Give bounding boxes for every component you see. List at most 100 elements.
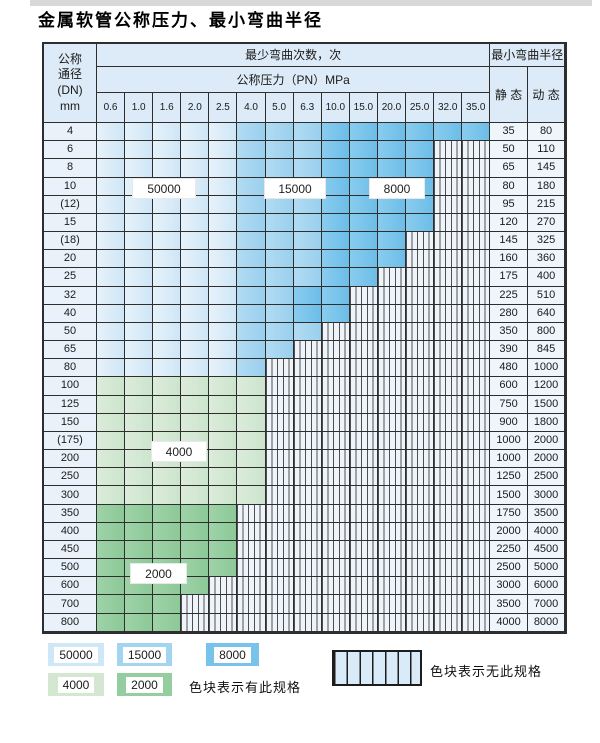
dynamic-value-cell: 325 — [527, 232, 566, 251]
no-spec-cell — [349, 486, 378, 505]
spec-cell — [321, 123, 350, 142]
dn-cell: 8 — [44, 159, 97, 178]
spec-cell — [434, 123, 463, 142]
no-spec-cell — [293, 413, 322, 432]
spec-cell — [125, 413, 154, 432]
no-spec-cell — [462, 413, 491, 432]
legend-chip-15000-label: 15000 — [122, 646, 167, 663]
spec-cell — [125, 250, 154, 269]
pressure-tick: 15.0 — [349, 93, 378, 123]
spec-cell — [153, 504, 182, 523]
spec-cell — [181, 504, 210, 523]
dynamic-value-cell: 640 — [527, 304, 566, 323]
no-spec-cell — [349, 559, 378, 578]
dynamic-value-cell: 2000 — [527, 450, 566, 469]
spec-cell — [97, 159, 126, 178]
dn-cell: 6 — [44, 141, 97, 160]
no-spec-cell — [406, 540, 435, 560]
spec-cell — [153, 159, 182, 178]
spec-cell — [209, 304, 238, 323]
static-value-cell: 2500 — [490, 559, 528, 578]
spec-cell — [125, 141, 154, 160]
spec-cell — [209, 195, 238, 214]
no-spec-cell — [434, 577, 463, 596]
spec-cell — [209, 232, 238, 251]
no-spec-cell — [406, 595, 435, 614]
spec-cell — [153, 468, 182, 487]
spec-cell — [97, 141, 126, 160]
no-spec-cell — [377, 522, 407, 541]
spec-cell — [97, 213, 126, 233]
pressure-tick: 20.0 — [377, 93, 407, 123]
no-spec-cell — [293, 468, 322, 487]
dynamic-column-header: 动 态 — [527, 67, 566, 123]
dn-cell: 125 — [44, 395, 97, 414]
spec-cell — [237, 213, 266, 233]
no-spec-cell — [462, 450, 491, 469]
no-spec-cell — [406, 504, 435, 523]
dynamic-value-cell: 1800 — [527, 413, 566, 432]
spec-cell — [153, 595, 182, 614]
dn-cell: 80 — [44, 359, 97, 378]
spec-cell — [237, 413, 266, 432]
spec-cell — [265, 304, 294, 323]
no-spec-cell — [434, 177, 463, 196]
spec-cell — [349, 159, 378, 178]
no-spec-cell — [462, 286, 491, 305]
dn-cell: (12) — [44, 195, 97, 214]
no-spec-cell — [434, 413, 463, 432]
spec-cell — [293, 159, 322, 178]
static-value-cell: 65 — [490, 159, 528, 178]
no-spec-cell — [377, 304, 407, 323]
dynamic-value-cell: 845 — [527, 341, 566, 360]
spec-cell — [125, 395, 154, 414]
no-spec-cell — [462, 359, 491, 378]
no-spec-cell — [434, 359, 463, 378]
dn-cell: 10 — [44, 177, 97, 196]
dynamic-value-cell: 1200 — [527, 377, 566, 396]
dn-cell: 300 — [44, 486, 97, 505]
spec-cell — [181, 413, 210, 432]
no-spec-cell — [265, 613, 294, 632]
spec-cell — [321, 141, 350, 160]
spec-cell — [181, 577, 210, 596]
spec-cell — [265, 232, 294, 251]
no-spec-cell — [237, 595, 266, 614]
spec-cell — [377, 141, 407, 160]
static-value-cell: 3500 — [490, 595, 528, 614]
static-value-cell: 145 — [490, 232, 528, 251]
dynamic-value-cell: 2500 — [527, 468, 566, 487]
no-spec-cell — [377, 395, 407, 414]
spec-cell — [237, 141, 266, 160]
spec-cell — [97, 504, 126, 523]
spec-cell — [265, 141, 294, 160]
spec-cell — [293, 322, 322, 342]
static-value-cell: 280 — [490, 304, 528, 323]
spec-cell — [209, 559, 238, 578]
no-spec-cell — [321, 377, 350, 396]
dn-cell: 100 — [44, 377, 97, 396]
spec-cell — [237, 177, 266, 196]
dn-cell: 32 — [44, 286, 97, 305]
spec-cell — [293, 123, 322, 142]
no-spec-cell — [406, 522, 435, 541]
no-spec-cell — [406, 559, 435, 578]
spec-cell — [181, 377, 210, 396]
spec-cell — [293, 268, 322, 287]
static-value-cell: 95 — [490, 195, 528, 214]
dn-cell: 20 — [44, 250, 97, 269]
spec-cell — [265, 195, 294, 214]
spec-cell — [181, 395, 210, 414]
spec-cell — [209, 213, 238, 233]
legend-chip-15000: 15000 — [117, 643, 172, 666]
spec-cell — [181, 141, 210, 160]
static-value-cell: 120 — [490, 213, 528, 233]
no-spec-cell — [434, 213, 463, 233]
spec-cell — [97, 431, 126, 451]
dn-cell: 800 — [44, 613, 97, 632]
static-value-cell: 1000 — [490, 431, 528, 451]
spec-cell — [209, 377, 238, 396]
corner-header-line: 公称 — [57, 51, 82, 66]
no-spec-cell — [321, 431, 350, 451]
spec-cell — [97, 377, 126, 396]
